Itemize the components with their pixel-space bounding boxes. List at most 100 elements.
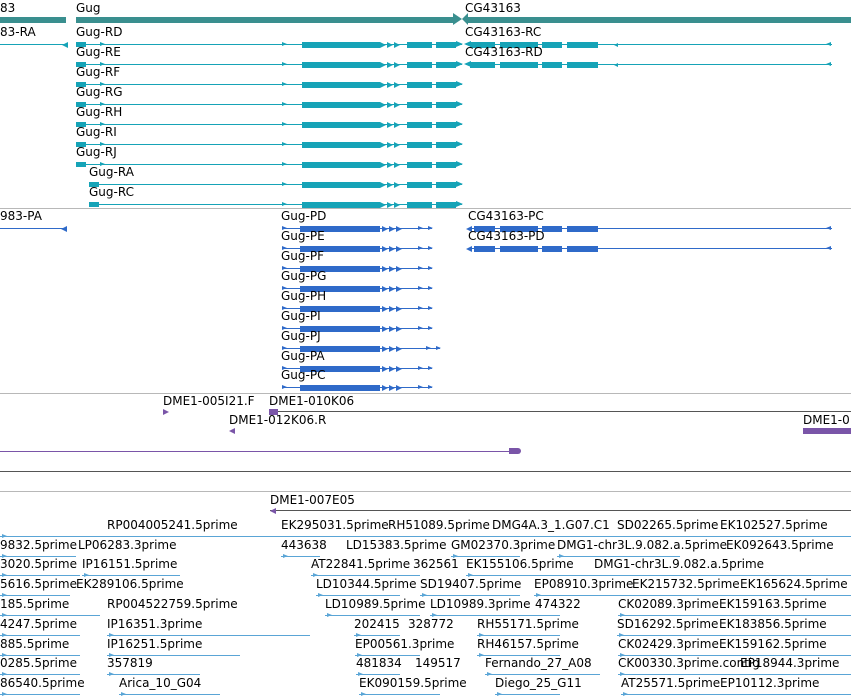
transcript-label[interactable]: Gug-RI [76,125,117,139]
protein-label[interactable]: Gug-PG [281,269,327,283]
est-label[interactable]: CK00330.3prime.contig [618,656,760,670]
est-label[interactable]: RP004522759.5prime [107,597,238,611]
est-label[interactable]: Arica_10_G04 [119,676,202,690]
transcript-label[interactable]: Gug-RA [89,165,134,179]
est-label[interactable]: DMG1-chr3L.9.082.a.5prime [594,557,765,571]
clone-label[interactable]: DME1-007E05 [270,493,355,507]
est-label[interactable]: EP10112.3prime [720,676,820,690]
est-label[interactable]: LD10989.3prime [430,597,531,611]
clone-marker [163,408,169,415]
est-label[interactable]: LD15383.5prime [346,538,447,552]
est-label[interactable]: 0285.5prime [0,656,77,670]
transcript-label[interactable]: Gug-RF [76,65,121,79]
transcript-label[interactable]: CG43163-RC [465,25,542,39]
protein-label[interactable]: CG43163-PD [468,229,545,243]
transcript-label[interactable]: Gug-RJ [76,145,117,159]
transcript-label[interactable]: Gug-RE [76,45,121,59]
est-label[interactable]: 443638 [281,538,327,552]
protein-label[interactable]: Gug-PI [281,309,321,323]
est-label[interactable]: EK165624.5prime [740,577,848,591]
est-label[interactable]: DMG1-chr3L.9.082.a.5prime [557,538,728,552]
est-label[interactable]: 5616.5prime [0,577,77,591]
est-label[interactable]: EK215732.5prime [632,577,740,591]
est-label[interactable]: 86540.5prime [0,676,85,690]
est-label[interactable]: IP16351.3prime [107,617,203,631]
est-label[interactable]: EK159163.5prime [719,597,827,611]
est-label[interactable]: 202415 [354,617,400,631]
est-label[interactable]: AT22841.5prime [311,557,411,571]
est-label[interactable]: RH51089.5prime [388,518,490,532]
protein-label[interactable]: Gug-PA [281,349,325,363]
est-label[interactable]: RH55171.5prime [477,617,579,631]
protein-label[interactable]: 983-PA [0,209,42,223]
est-label[interactable]: EK155106.5prime [466,557,574,571]
est-label[interactable]: LP06283.3prime [78,538,177,552]
clone-label[interactable]: DME1-010K06 [269,394,355,408]
transcript-exon [387,201,393,208]
transcript-label[interactable]: CG43163-RD [465,45,543,59]
est-label[interactable]: LD10989.5prime [325,597,426,611]
protein-label[interactable]: Gug-PC [281,368,326,382]
est-label[interactable]: 885.5prime [0,637,70,651]
clone-label[interactable]: DME1-0 [803,413,850,427]
est-line [316,595,400,596]
est-label[interactable]: 474322 [535,597,581,611]
gene-label[interactable]: CG43163 [465,1,521,15]
est-label[interactable]: SD02265.5prime [617,518,719,532]
transcript-exon [407,161,432,168]
transcript-exon [380,181,386,188]
est-label[interactable]: 3020.5prime [0,557,77,571]
est-label[interactable]: EK159162.5prime [719,637,827,651]
protein-label[interactable]: Gug-PF [281,249,324,263]
protein-label[interactable]: Gug-PD [281,209,327,223]
est-label[interactable]: 357819 [107,656,153,670]
transcript-label[interactable]: Gug-RD [76,25,123,39]
transcript-label[interactable]: Gug-RG [76,85,123,99]
est-label[interactable]: GM02370.3prime [451,538,556,552]
est-label[interactable]: IP16251.5prime [107,637,203,651]
gene-label[interactable]: 83 [0,1,16,15]
est-label[interactable]: EP18944.3prime [740,656,840,670]
est-label[interactable]: EK102527.5prime [720,518,828,532]
est-label[interactable]: Fernando_27_A08 [485,656,592,670]
clone-label[interactable]: DME1-005I21.F [163,394,255,408]
est-line [356,674,400,675]
est-arrow [2,593,7,597]
transcript-label[interactable]: Gug-RH [76,105,123,119]
protein-label[interactable]: Gug-PH [281,289,327,303]
est-label[interactable]: 185.5prime [0,597,70,611]
transcript-label[interactable]: Gug-RC [89,185,134,199]
est-label[interactable]: RH46157.5prime [477,637,579,651]
clone-label[interactable]: DME1-012K06.R [229,413,327,427]
est-label[interactable]: EP00561.3prime [355,637,455,651]
est-label[interactable]: 9832.5prime [0,538,77,552]
protein-label[interactable]: CG43163-PC [468,209,544,223]
est-label[interactable]: 362561 [413,557,459,571]
est-label[interactable]: RP004005241.5prime [107,518,238,532]
transcript-arrow [62,41,68,48]
est-label[interactable]: IP16151.5prime [82,557,178,571]
est-label[interactable]: EP08910.3prime [534,577,634,591]
est-label[interactable]: Diego_25_G11 [495,676,582,690]
est-label[interactable]: SD19407.5prime [420,577,522,591]
est-label[interactable]: EK289106.5prime [76,577,184,591]
est-label[interactable]: EK183856.5prime [719,617,827,631]
est-label[interactable]: AT25571.5prime [621,676,721,690]
est-label[interactable]: EK092643.5prime [726,538,834,552]
est-label[interactable]: CK02089.3prime [618,597,719,611]
est-label[interactable]: 149517 [415,656,461,670]
protein-end [418,326,423,330]
est-label[interactable]: 328772 [408,617,454,631]
est-label[interactable]: LD10344.5prime [316,577,417,591]
est-label[interactable]: 481834 [356,656,402,670]
est-label[interactable]: 4247.5prime [0,617,77,631]
est-label[interactable]: DMG4A.3_1.G07.C1 [492,518,610,532]
est-label[interactable]: EK295031.5prime [281,518,389,532]
gene-label[interactable]: Gug [76,1,101,15]
est-label[interactable]: EK090159.5prime [359,676,467,690]
est-label[interactable]: SD16292.5prime [617,617,719,631]
protein-label[interactable]: Gug-PE [281,229,325,243]
protein-label[interactable]: Gug-PJ [281,329,321,343]
transcript-label[interactable]: 83-RA [0,25,36,39]
est-label[interactable]: CK02429.3prime [618,637,719,651]
